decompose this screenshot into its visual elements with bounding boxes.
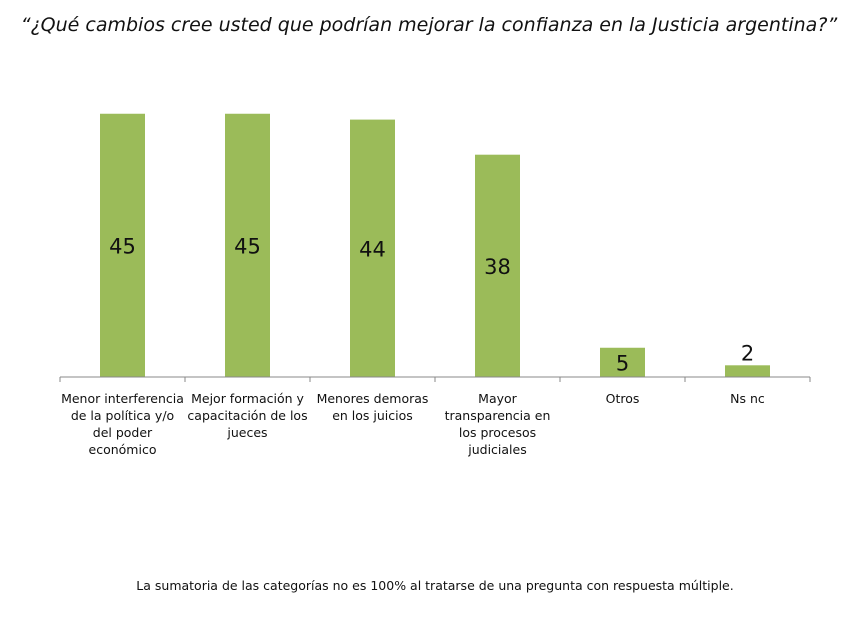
category-label-5: Ns nc xyxy=(730,391,765,406)
data-label-4: 5 xyxy=(616,351,629,375)
data-label-2: 44 xyxy=(359,237,386,261)
bar-1 xyxy=(225,113,270,377)
category-label-1: Mejor formación y capacitación de los ju… xyxy=(187,391,308,440)
category-label-2: Menores demoras en los juicios xyxy=(316,391,429,423)
data-label-0: 45 xyxy=(109,234,136,258)
category-label-4: Otros xyxy=(605,391,640,406)
data-label-3: 38 xyxy=(484,255,511,279)
data-label-5: 2 xyxy=(741,341,754,365)
bar-4 xyxy=(600,347,645,377)
bar-5 xyxy=(725,365,770,377)
bar-0 xyxy=(100,113,145,377)
footnote: La sumatoria de las categorías no es 100… xyxy=(136,578,734,593)
bar-2 xyxy=(350,119,395,377)
category-label-0: Menor interferencia de la política y/o d… xyxy=(61,391,184,457)
x-axis xyxy=(59,376,811,382)
bars-group xyxy=(100,113,770,377)
category-label-3: Mayor transparencia en los procesos judi… xyxy=(444,391,551,457)
data-labels-group: 45 45 44 38 5 2 xyxy=(109,234,754,375)
bar-3 xyxy=(475,154,520,377)
data-label-1: 45 xyxy=(234,234,261,258)
chart-title: “¿Qué cambios cree usted que podrían mej… xyxy=(20,14,838,36)
